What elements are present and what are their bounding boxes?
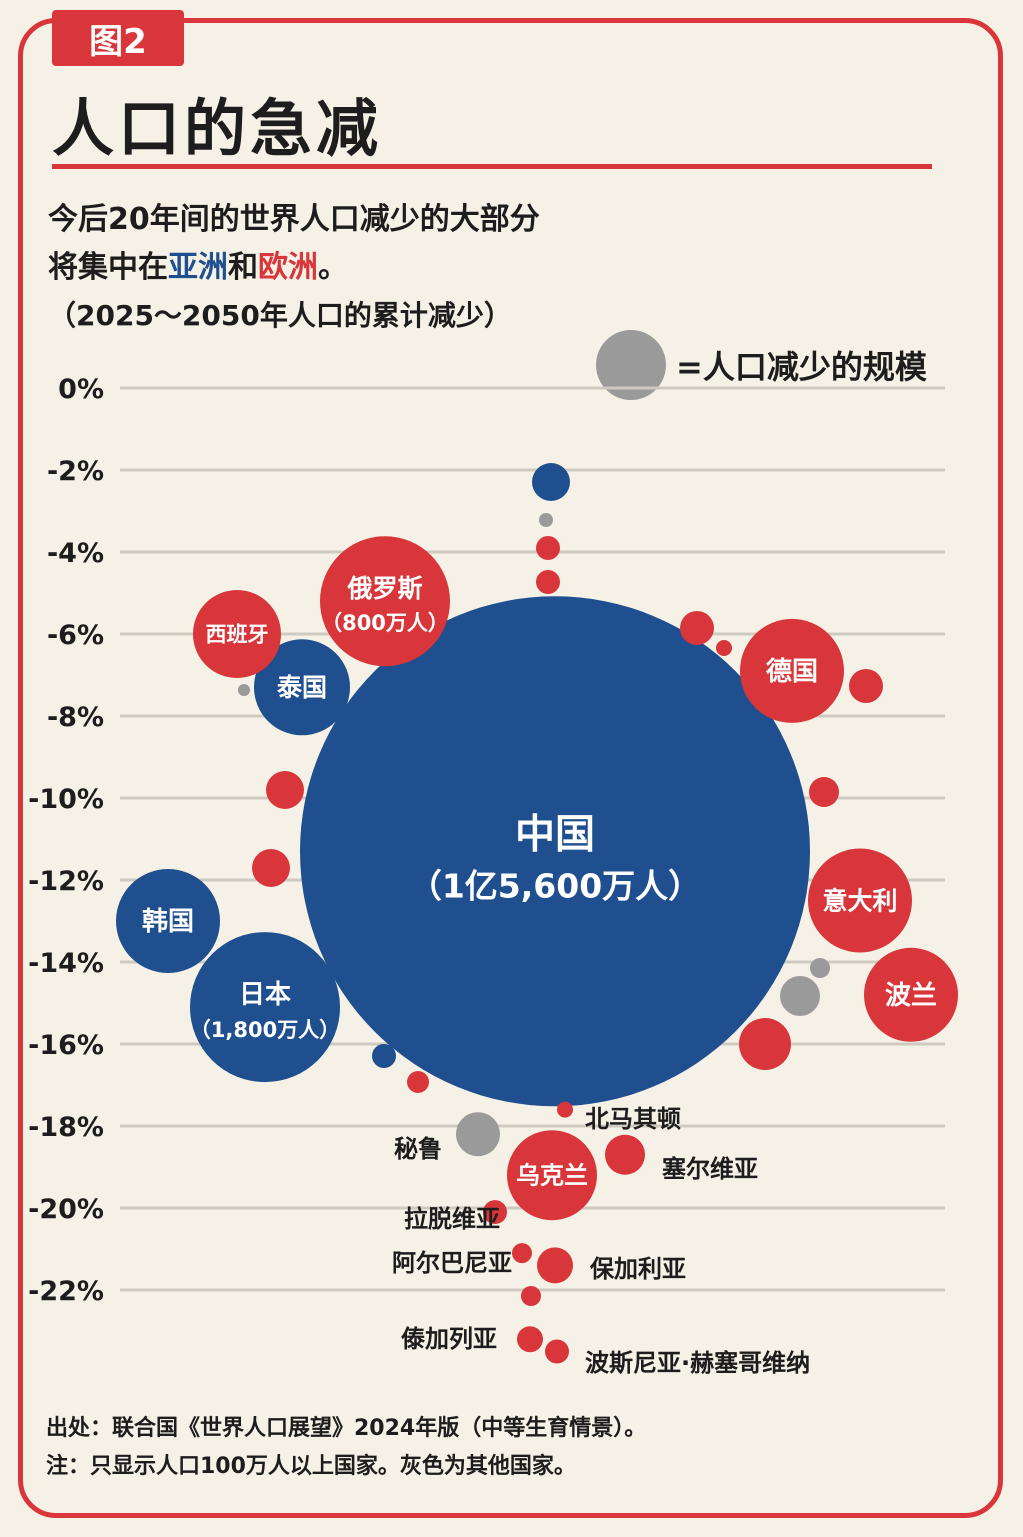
bubble (864, 947, 958, 1042)
bubble-name-label: 乌克兰 (516, 1162, 588, 1190)
bubble-name-label: 阿尔巴尼亚 (392, 1249, 512, 1277)
bubble (536, 536, 560, 560)
y-tick-label: -12% (28, 866, 104, 897)
bubble (320, 536, 450, 667)
bubble-name-label: 保加利亚 (589, 1255, 686, 1283)
bubble (557, 1101, 573, 1118)
y-tick-label: -18% (28, 1112, 104, 1143)
y-tick-label: -20% (28, 1194, 104, 1225)
bubble-name-label: 秘鲁 (394, 1135, 442, 1163)
bubble (780, 976, 820, 1016)
bubble (300, 596, 810, 1107)
subtitle-line-2: 将集中在亚洲和欧洲。 (48, 244, 540, 292)
bubble (809, 777, 839, 807)
bubble (252, 849, 290, 887)
bubble-value-label: （1亿5,600万人） (409, 866, 701, 905)
subtitle-europe: 欧洲 (258, 250, 318, 285)
y-axis-ticks: 0% -2% -4% -6% -8% -10% -12% -14% -16% -18% -20% -2… (28, 374, 104, 1307)
bubble (254, 639, 350, 736)
legend-text: =人口减少的规模 (676, 348, 927, 386)
subtitle-mid: 和 (228, 250, 258, 285)
bubble (193, 590, 281, 678)
page-frame (18, 18, 1003, 1518)
bubble (740, 618, 844, 723)
bubble (521, 1286, 541, 1306)
bubble (238, 684, 250, 696)
y-tick-label: -8% (47, 702, 104, 733)
y-tick-label: -16% (28, 1030, 104, 1061)
subtitle-end: 。 (318, 250, 348, 285)
bubble (605, 1134, 645, 1175)
y-tick-label: -22% (28, 1276, 104, 1307)
page-title: 人口的急减 (52, 92, 383, 165)
subtitle: 今后20年间的世界人口减少的大部分 将集中在亚洲和欧洲。 （2025～2050年… (48, 196, 540, 340)
bubble-value-label: （1,800万人） (190, 1018, 340, 1042)
bubble-name-label: 拉脱维亚 (404, 1205, 500, 1233)
bubble-name-label: 北马其顿 (585, 1105, 681, 1133)
y-tick-label: -10% (28, 784, 104, 815)
bubble (849, 669, 883, 703)
bubble-name-label: 泰国 (277, 673, 327, 702)
y-tick-label: -4% (47, 538, 104, 569)
bubble (810, 958, 830, 978)
bubble (517, 1326, 543, 1353)
bubble (545, 1339, 569, 1364)
subtitle-pre: 将集中在 (48, 250, 168, 285)
bubble (532, 463, 570, 501)
bubble-name-label: 塞尔维亚 (662, 1155, 758, 1183)
bubble-name-label: 俄罗斯 (346, 574, 422, 603)
bubble (372, 1044, 396, 1068)
bubble (808, 848, 912, 953)
bubble (456, 1112, 500, 1157)
bubble-name-label: 日本 (239, 980, 291, 1010)
bubble-name-label: 波斯尼亚·赫塞哥维纳 (585, 1349, 810, 1377)
bubble (537, 1247, 573, 1284)
bubble-layer (116, 463, 958, 1364)
bubble-name-label: 波兰 (885, 981, 937, 1011)
bubble-value-label: （800万人） (321, 611, 449, 635)
subtitle-line-1: 今后20年间的世界人口减少的大部分 (48, 202, 540, 237)
bubble (536, 570, 560, 594)
bubble (716, 640, 732, 656)
bubble (539, 513, 553, 527)
y-tick-label: 0% (58, 374, 104, 405)
footnote: 注：只显示人口100万人以上国家。灰色为其他国家。 (46, 1454, 576, 1479)
bubble (680, 611, 714, 645)
bubble (266, 771, 304, 809)
bubble (190, 932, 340, 1083)
subtitle-asia: 亚洲 (168, 250, 228, 285)
bubble (512, 1243, 532, 1264)
bubble (483, 1200, 507, 1225)
label-layer: 中国 （1亿5,600万人） 日本 （1,800万人） 韩国 泰国 俄罗斯 （800万人） 西班… (142, 574, 937, 1377)
source-note: 出处：联合国《世界人口展望》2024年版（中等生育情景）。 (46, 1416, 647, 1441)
bubble-name-label: 中国 (515, 811, 595, 857)
bubble (407, 1071, 429, 1093)
bubble (116, 869, 220, 973)
y-tick-label: -14% (28, 948, 104, 979)
bubble-name-label: 傣加列亚 (401, 1325, 497, 1353)
y-tick-label: -6% (47, 620, 104, 651)
y-tick-label: -2% (47, 456, 104, 487)
bubble-name-label: 意大利 (822, 886, 897, 915)
bubble-name-label: 德国 (766, 657, 818, 687)
bubble-name-label: 西班牙 (206, 622, 269, 646)
title-divider (52, 164, 932, 169)
figure-badge: 图2 (52, 10, 184, 66)
bubble (739, 1018, 791, 1070)
subtitle-range: （2025～2050年人口的累计减少） (48, 299, 512, 332)
bubble-name-label: 韩国 (142, 907, 194, 937)
footer: 出处：联合国《世界人口展望》2024年版（中等生育情景）。 注：只显示人口100… (46, 1410, 646, 1486)
bubble (507, 1130, 597, 1221)
